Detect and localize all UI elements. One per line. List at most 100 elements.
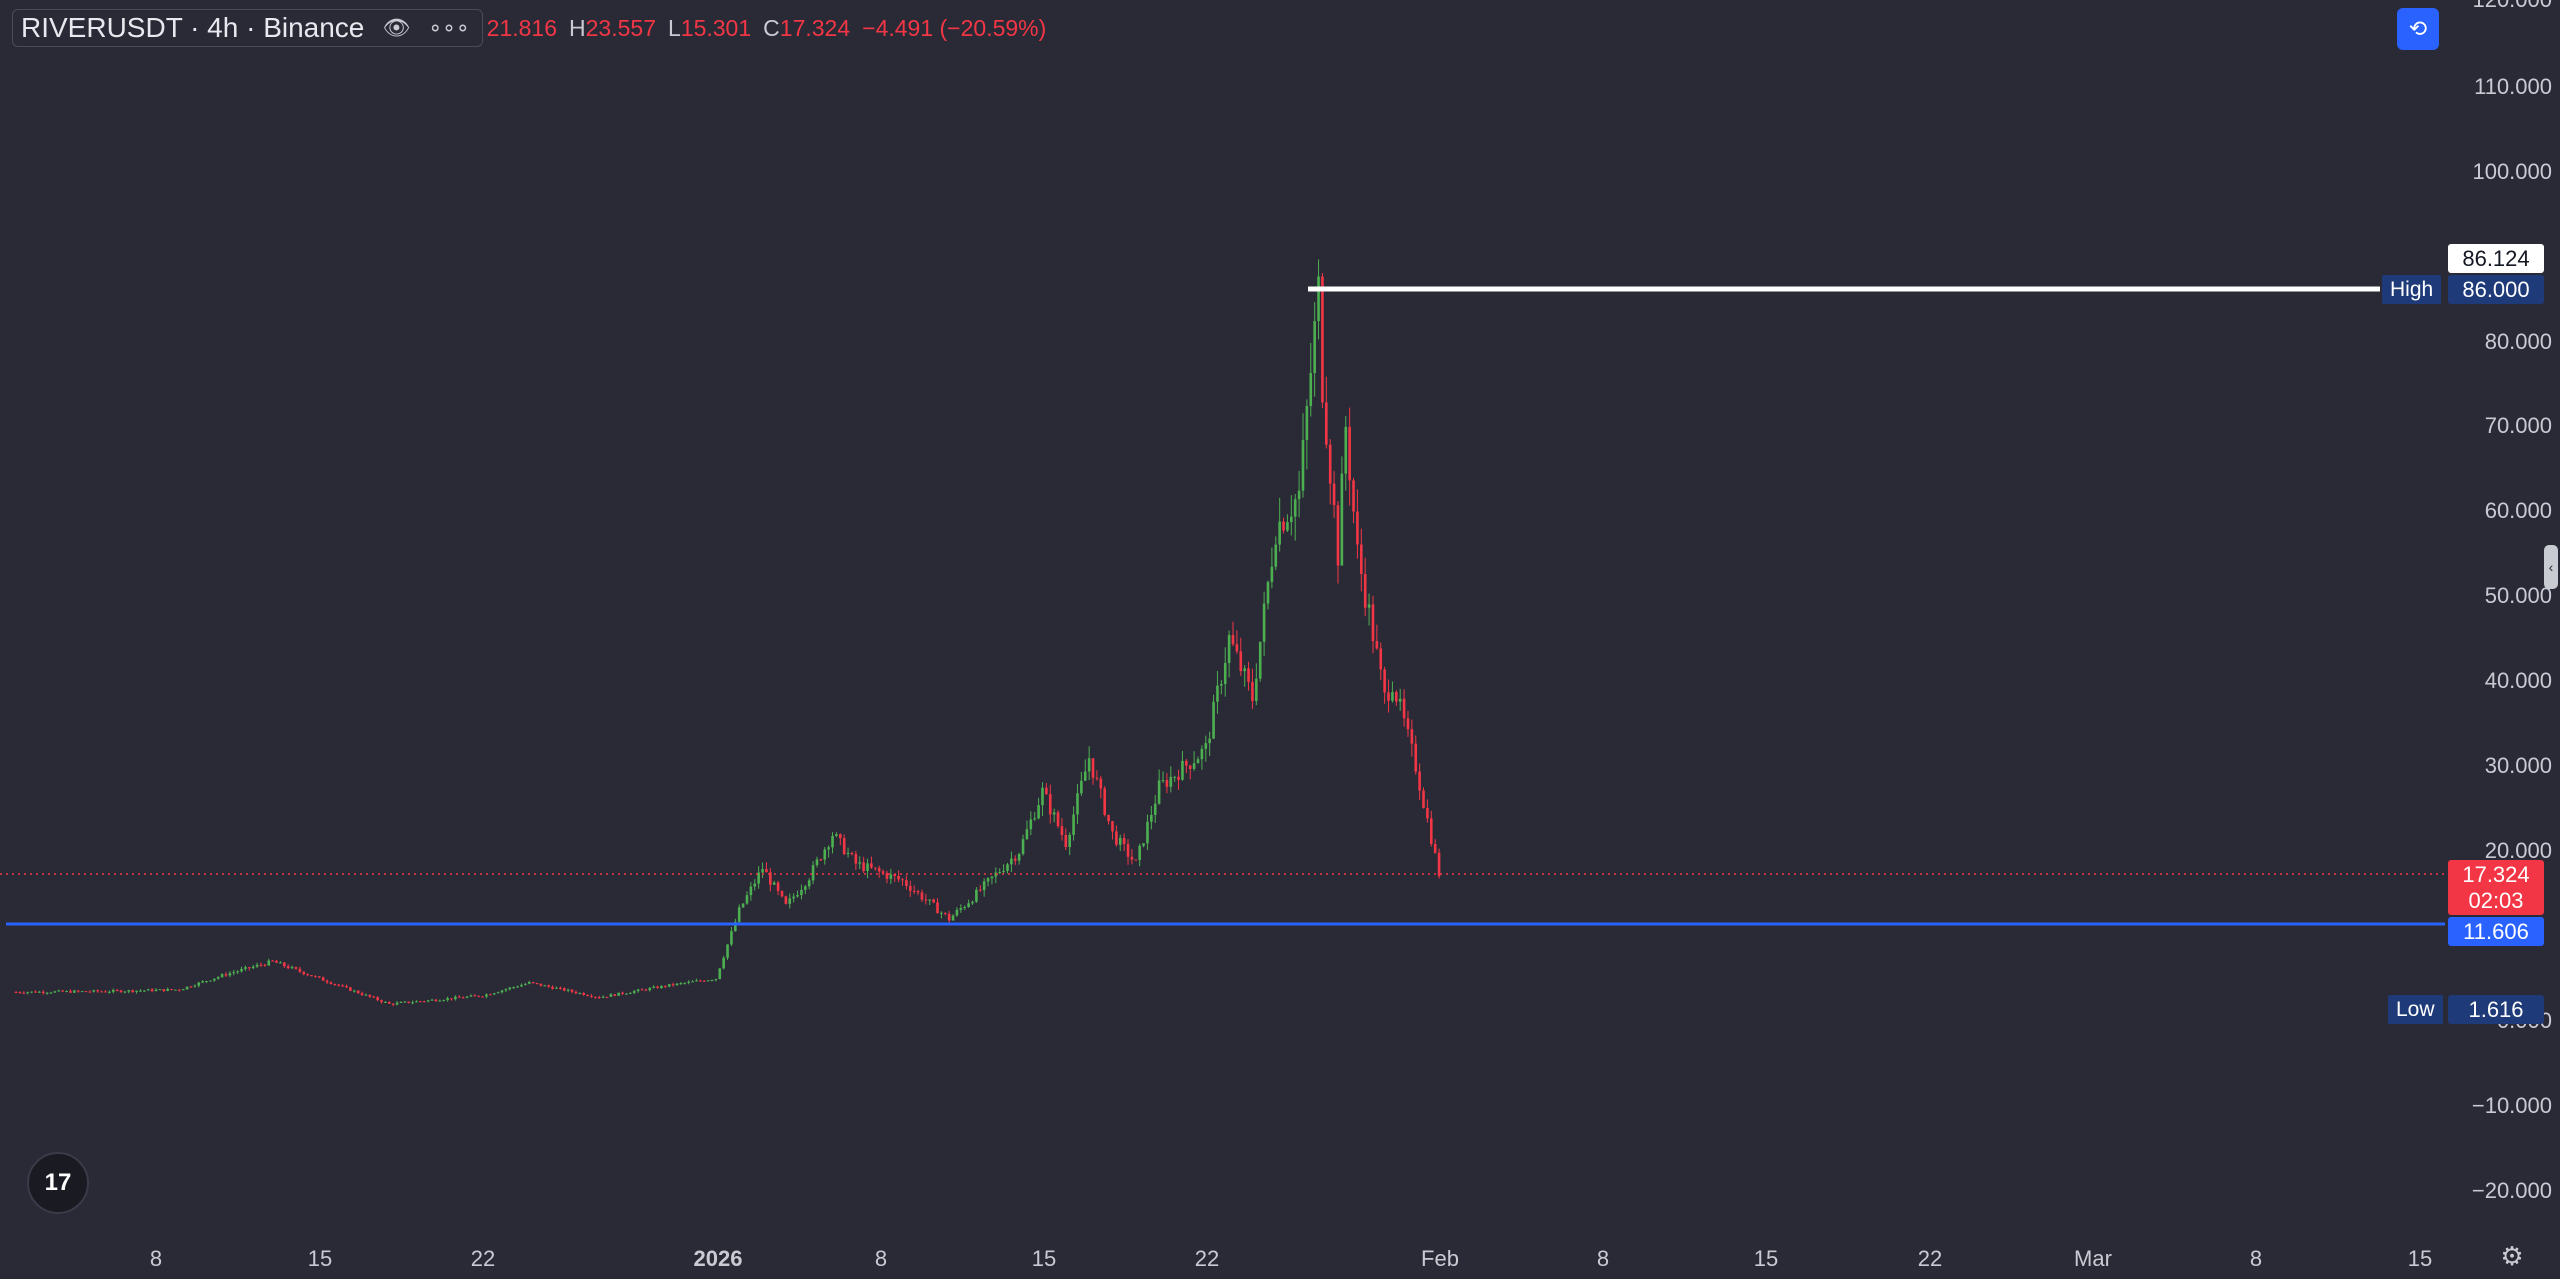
candle-body	[442, 1000, 446, 1002]
candle-body	[170, 988, 173, 990]
price-axis[interactable]: 120.000 110.000 100.000 80.000 70.000 60…	[2445, 0, 2560, 1224]
candle-body	[1173, 776, 1176, 778]
candle-body	[1056, 812, 1060, 827]
candle-body	[1111, 821, 1114, 832]
candle-body	[671, 984, 675, 986]
candle-body	[197, 982, 201, 986]
candle-body	[446, 998, 449, 1001]
candle-body	[1293, 499, 1297, 517]
time-tick: 15	[2407, 1246, 2433, 1271]
candle-body	[193, 985, 197, 987]
candle-body	[376, 997, 379, 1001]
candle-body	[1321, 276, 1324, 403]
candle-body	[796, 895, 799, 897]
candle-body	[1344, 426, 1348, 474]
candle-body	[866, 863, 869, 871]
candle-body	[1258, 641, 1262, 679]
candle-body	[1002, 870, 1005, 873]
candle-body	[1052, 812, 1056, 815]
candle-body	[1395, 692, 1398, 702]
symbol-box[interactable]: RIVERUSDT · 4h · Binance 👁 ∘∘∘	[12, 9, 483, 47]
candle-body	[158, 989, 162, 991]
price-chart-pane[interactable]	[0, 0, 2445, 1224]
candle-body	[283, 962, 286, 967]
candle-body	[566, 989, 570, 991]
time-tick: 8	[1596, 1246, 1610, 1271]
candle-body	[788, 898, 792, 904]
candle-body	[240, 968, 243, 972]
candle-body	[279, 962, 282, 964]
candle-body	[119, 990, 123, 993]
candle-body	[877, 868, 881, 872]
candle-body	[384, 1001, 387, 1003]
candle-body	[730, 931, 733, 945]
high-key: H	[569, 14, 586, 41]
candle-body	[181, 989, 185, 991]
candle-body	[228, 973, 232, 976]
candle-body	[1087, 758, 1091, 772]
more-icon[interactable]: ∘∘∘	[428, 15, 470, 40]
candle-body	[947, 913, 951, 921]
time-axis[interactable]: 8 15 22 2026 8 15 22 Feb 8 15 22 Mar 8 1…	[0, 1224, 2445, 1279]
fullscreen-toggle-button[interactable]: ⟲	[2397, 8, 2439, 50]
candle-body	[772, 882, 776, 885]
candle-body	[143, 990, 146, 992]
candle-body	[399, 1002, 403, 1004]
candle-body	[314, 976, 317, 978]
candle-body	[387, 1001, 391, 1004]
price-tick: 50.000	[2484, 583, 2552, 608]
candle-body	[1103, 788, 1106, 815]
candle-body	[111, 989, 115, 992]
candle-body	[496, 992, 500, 994]
candle-body	[407, 1001, 411, 1003]
symbol-title[interactable]: RIVERUSDT · 4h · Binance	[21, 12, 365, 43]
candle-body	[251, 966, 255, 969]
candle-body	[1340, 473, 1344, 566]
candle-body	[1328, 444, 1332, 484]
candle-body	[364, 994, 368, 996]
candle-body	[516, 986, 519, 988]
candle-body	[1301, 440, 1305, 491]
candle-body	[769, 872, 772, 885]
candle-body	[1208, 738, 1211, 744]
candle-body	[955, 909, 959, 916]
candle-body	[1433, 843, 1437, 853]
candle-body	[174, 989, 177, 991]
candle-body	[1216, 685, 1219, 702]
candle-body	[551, 986, 554, 989]
time-tick: 8	[2249, 1246, 2263, 1271]
candle-body	[290, 967, 294, 969]
candle-body	[178, 989, 181, 991]
candle-body	[617, 992, 620, 996]
candle-body	[520, 984, 523, 987]
candle-body	[1045, 787, 1048, 795]
candle-body	[275, 960, 278, 963]
candle-body	[1080, 780, 1083, 794]
tradingview-logo[interactable]: 17	[27, 1152, 89, 1214]
candle-body	[1126, 843, 1130, 857]
candle-body	[318, 976, 321, 978]
candle-body	[422, 1001, 426, 1003]
candle-body	[1429, 818, 1433, 844]
candle-body	[1375, 641, 1379, 649]
candle-body	[41, 991, 45, 993]
candle-body	[201, 981, 204, 983]
candle-body	[403, 1001, 407, 1003]
candle-body	[73, 990, 76, 993]
candle-body	[1122, 837, 1126, 844]
candle-body	[454, 996, 457, 1000]
price-tick: −10.000	[2471, 1093, 2552, 1118]
axis-collapse-handle[interactable]: ‹	[2544, 545, 2558, 589]
candle-body	[667, 984, 671, 987]
candle-body	[912, 890, 916, 892]
candle-body	[1305, 406, 1309, 441]
candle-body	[473, 995, 477, 997]
eye-icon[interactable]: 👁	[382, 15, 411, 40]
gear-icon[interactable]: ⚙	[2500, 1241, 2524, 1271]
candle-body	[870, 863, 873, 868]
candle-body	[310, 975, 313, 977]
candle-body	[263, 964, 267, 966]
time-tick: 15	[1031, 1246, 1057, 1271]
candle-body	[1072, 814, 1075, 835]
time-tick: 22	[1194, 1246, 1220, 1271]
